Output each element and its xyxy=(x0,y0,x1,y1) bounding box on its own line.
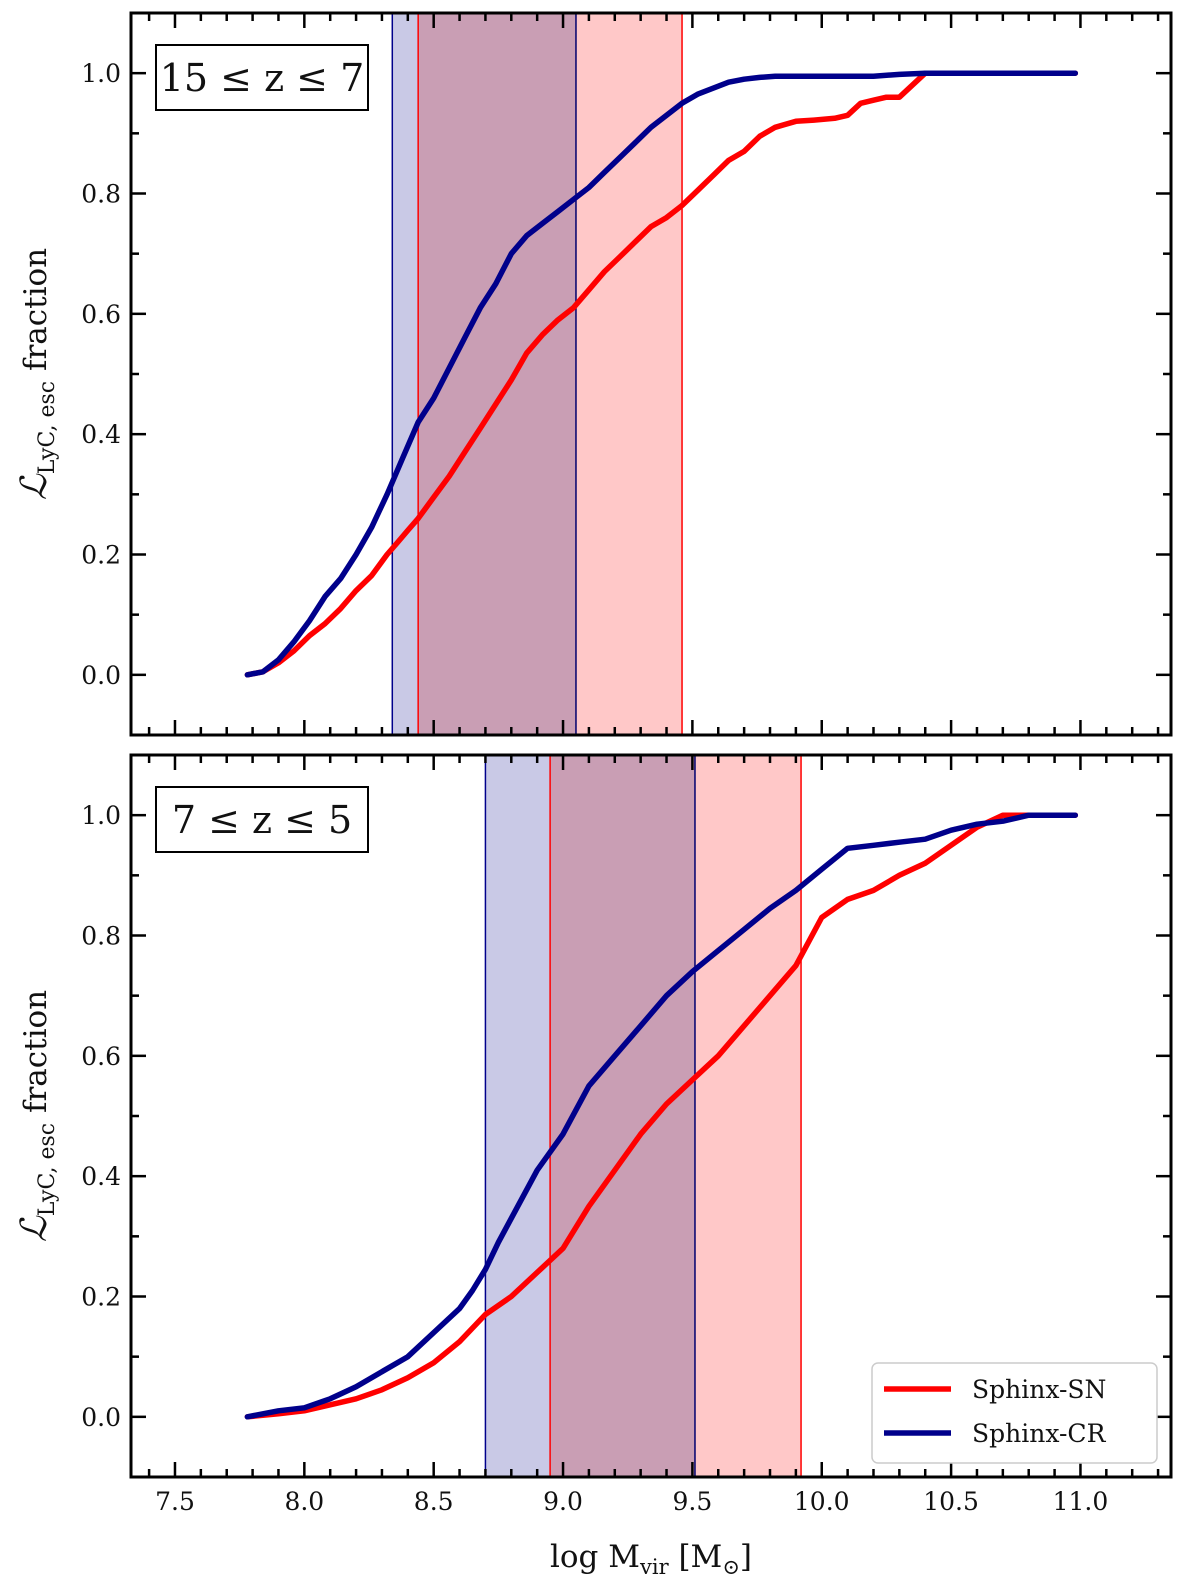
top-y-axis-title-sub: LyC, esc xyxy=(35,381,60,474)
bottom-line-sphinx-sn xyxy=(244,812,1079,1420)
bottom-x-tick-label: 9.5 xyxy=(673,1487,713,1516)
bottom-shaded-bands xyxy=(484,755,802,1477)
bottom-y-axis-title-sub: LyC, esc xyxy=(35,1123,60,1216)
x-axis-title-sub2: ⊙ xyxy=(722,1555,740,1579)
bottom-y-axis-title-main: ℒ xyxy=(14,1215,55,1242)
top-line-sphinx-cr xyxy=(244,70,1079,678)
bottom-panel: 0.0 0.2 0.4 0.6 0.8 1.0 7.5 8.0 8.5 9.0 9.5 10.0 10… xyxy=(14,753,1173,1579)
top-y-axis-title-tail: fraction xyxy=(18,248,54,381)
bottom-x-tick-label: 7.5 xyxy=(155,1487,195,1516)
bottom-x-tick-label: 9.0 xyxy=(543,1487,583,1516)
top-y-tick-label: 0.0 xyxy=(81,661,121,690)
bottom-y-tick-label: 1.0 xyxy=(81,801,121,830)
bottom-y-tick-label: 0.0 xyxy=(81,1403,121,1432)
top-annotation-text: 15 ≤ z ≤ 7 xyxy=(160,56,365,100)
top-y-tick-label: 0.6 xyxy=(81,300,121,329)
top-y-tick-label: 1.0 xyxy=(81,59,121,88)
bottom-line-sphinx-cr xyxy=(244,812,1079,1420)
bottom-band-sphinx-sn xyxy=(550,755,802,1477)
top-y-axis-title-main: ℒ xyxy=(14,473,55,500)
top-band-sphinx-sn xyxy=(418,13,683,735)
bottom-y-axis-title-tail: fraction xyxy=(18,990,54,1123)
top-y-tick-label: 0.4 xyxy=(81,420,121,449)
bottom-y-tick-labels: 0.0 0.2 0.4 0.6 0.8 1.0 xyxy=(81,801,121,1432)
x-axis-title-main: log M xyxy=(550,1539,640,1575)
x-axis-title-sub: vir xyxy=(639,1555,670,1579)
bottom-x-tick-label: 10.0 xyxy=(794,1487,850,1516)
top-redshift-annotation: 15 ≤ z ≤ 7 xyxy=(155,44,369,111)
bottom-tick-marks xyxy=(131,753,1171,1479)
bottom-annotation-box xyxy=(155,786,369,853)
x-axis-title-tail: ] xyxy=(740,1539,752,1575)
bottom-x-tick-label: 8.5 xyxy=(414,1487,454,1516)
top-tick-marks xyxy=(131,11,1171,737)
bottom-annotation-text: 7 ≤ z ≤ 5 xyxy=(172,798,352,842)
x-axis-title-mid: [M xyxy=(669,1539,723,1575)
bottom-y-tick-label: 0.2 xyxy=(81,1283,121,1312)
legend-label-sphinx-cr: Sphinx-CR xyxy=(972,1419,1107,1448)
x-axis-title: log Mvir [M⊙] xyxy=(550,1539,752,1579)
top-series-lines xyxy=(244,70,1079,678)
top-y-axis-title: ℒLyC, esc fraction xyxy=(14,248,60,500)
top-shaded-bands xyxy=(391,13,683,735)
bottom-redshift-annotation: 7 ≤ z ≤ 5 xyxy=(155,786,369,853)
top-line-sphinx-sn xyxy=(244,70,1079,678)
legend-label-sphinx-sn: Sphinx-SN xyxy=(972,1375,1106,1404)
top-panel: 0.0 0.2 0.4 0.6 0.8 1.0 15 ≤ z ≤ 7 ℒLyC, esc … xyxy=(14,11,1173,737)
bottom-y-axis-title: ℒLyC, esc fraction xyxy=(14,990,60,1242)
bottom-y-tick-label: 0.4 xyxy=(81,1162,121,1191)
top-y-tick-labels: 0.0 0.2 0.4 0.6 0.8 1.0 xyxy=(81,59,121,690)
bottom-x-tick-label: 11.0 xyxy=(1053,1487,1109,1516)
top-annotation-box xyxy=(155,44,369,111)
bottom-x-tick-label: 10.5 xyxy=(923,1487,979,1516)
bottom-series-lines xyxy=(244,812,1079,1420)
bottom-y-tick-label: 0.8 xyxy=(81,922,121,951)
bottom-x-tick-label: 8.0 xyxy=(284,1487,324,1516)
top-y-tick-label: 0.2 xyxy=(81,541,121,570)
top-y-tick-label: 0.8 xyxy=(81,180,121,209)
bottom-y-tick-label: 0.6 xyxy=(81,1042,121,1071)
legend: Sphinx-SN Sphinx-CR xyxy=(871,1362,1158,1464)
bottom-x-tick-labels: 7.5 8.0 8.5 9.0 9.5 10.0 10.5 11.0 xyxy=(155,1487,1108,1516)
